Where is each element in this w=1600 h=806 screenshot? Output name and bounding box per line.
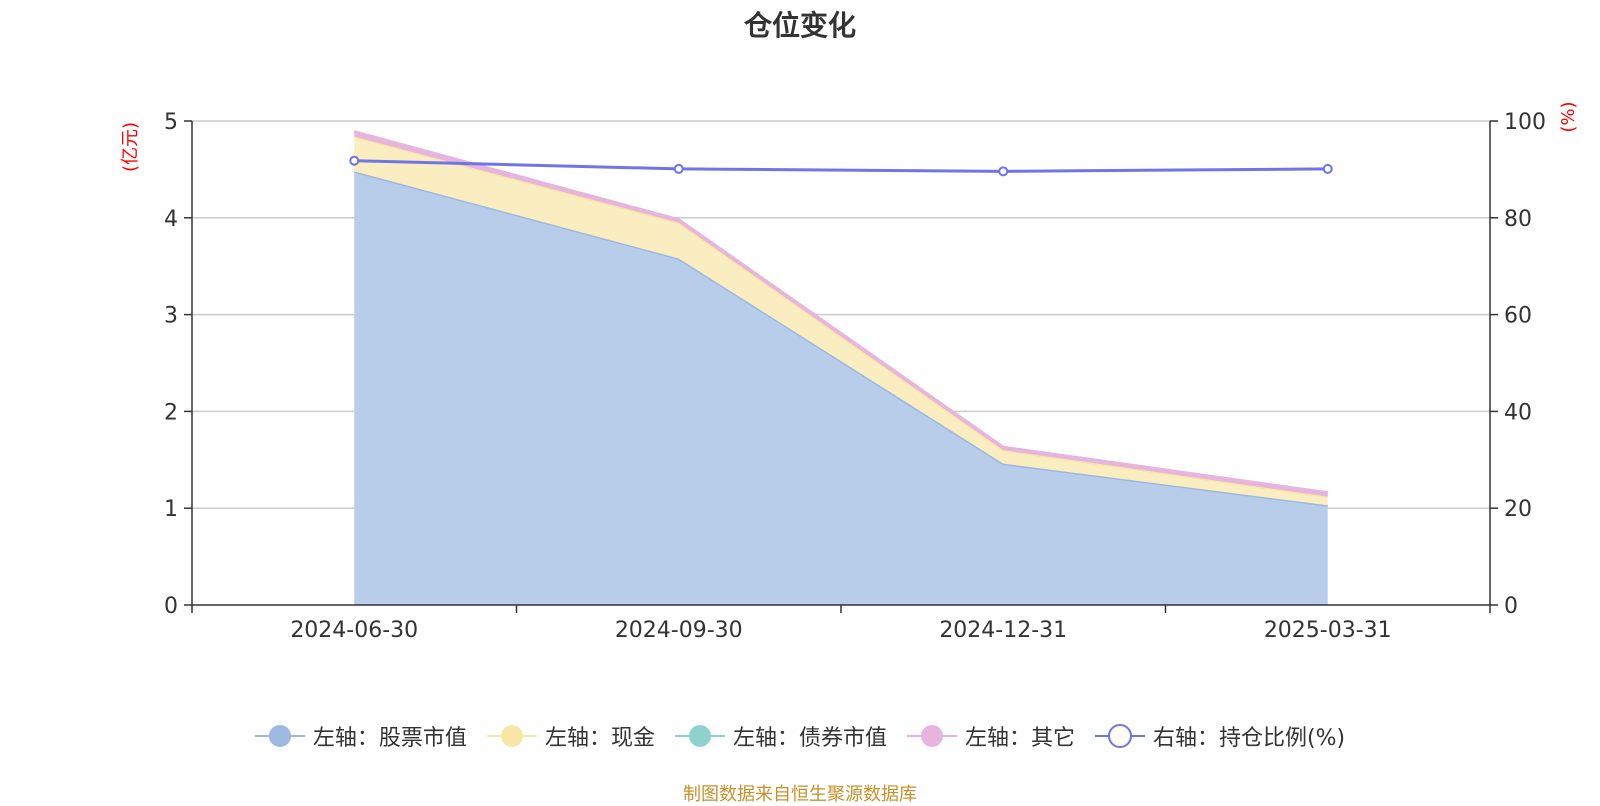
left-tick-label: 0: [164, 594, 178, 619]
legend-item[interactable]: 右轴：持仓比例(%): [1094, 720, 1346, 752]
line-point: [998, 166, 1009, 177]
left-axis-unit: (亿元): [120, 122, 141, 172]
x-tick-label: 2024-09-30: [615, 618, 743, 643]
legend-swatch-icon: [254, 725, 305, 747]
area-0: [354, 171, 1328, 605]
right-tick-label: 100: [1504, 110, 1546, 135]
legend-label: 右轴：持仓比例(%): [1152, 726, 1346, 751]
x-tick-label: 2025-03-31: [1264, 618, 1392, 643]
line-point: [349, 155, 360, 166]
legend-item[interactable]: 左轴：股票市值: [254, 720, 467, 752]
x-tick-label: 2024-06-30: [290, 618, 418, 643]
left-tick-label: 1: [164, 497, 178, 522]
right-tick-label: 80: [1504, 207, 1532, 232]
line-layer: [349, 155, 1333, 177]
legend-label: 左轴：债券市值: [732, 726, 887, 751]
line-series-0: [354, 159, 1328, 173]
legend-item[interactable]: 左轴：债券市值: [674, 720, 887, 752]
chart-title: 仓位变化: [743, 9, 856, 42]
x-tick-label: 2024-12-31: [939, 618, 1067, 643]
legend-swatch-icon: [1094, 724, 1145, 748]
legend: 左轴：股票市值 左轴：现金 左轴：债券市值 左轴：其它 右轴：持仓比例(%): [0, 720, 1600, 752]
legend-swatch-dot: [920, 725, 943, 747]
left-tick-label: 3: [164, 304, 178, 329]
legend-swatch-dot: [1107, 724, 1132, 748]
legend-item[interactable]: 左轴：现金: [486, 720, 655, 752]
area-edge-3: [353, 130, 1328, 495]
legend-swatch-dot: [688, 725, 711, 747]
right-tick-label: 20: [1504, 497, 1532, 522]
left-tick-label: 2: [164, 400, 178, 425]
legend-item[interactable]: 左轴：其它: [906, 720, 1075, 752]
legend-label: 左轴：现金: [544, 726, 655, 751]
legend-swatch-dot: [268, 725, 291, 747]
line-point: [673, 163, 684, 174]
line-point: [1322, 163, 1333, 174]
legend-swatch-icon: [906, 725, 957, 747]
legend-swatch-icon: [486, 725, 537, 747]
left-tick-label: 4: [164, 207, 178, 232]
legend-swatch-icon: [674, 725, 725, 747]
right-axis-unit: (%): [1558, 101, 1579, 132]
right-tick-label: 60: [1504, 304, 1532, 329]
source-note: 制图数据来自恒生聚源数据库: [683, 784, 917, 805]
legend-swatch-dot: [500, 725, 523, 747]
right-tick-label: 0: [1504, 594, 1518, 619]
left-tick-label: 5: [164, 110, 178, 135]
area-1: [354, 136, 1328, 506]
chart-svg: 0 1 2 3 4 5 0 20 40 60 80 100 (亿元) (%) 2024-06-30 2024-…: [120, 101, 1579, 643]
legend-label: 左轴：其它: [964, 726, 1075, 751]
legend-label: 左轴：股票市值: [312, 726, 467, 751]
axis-layer: 0 1 2 3 4 5 0 20 40 60 80 100 (亿元) (%) 2024-06-30 2024-…: [120, 101, 1579, 643]
right-tick-label: 40: [1504, 400, 1532, 425]
area-layer: [353, 130, 1328, 605]
